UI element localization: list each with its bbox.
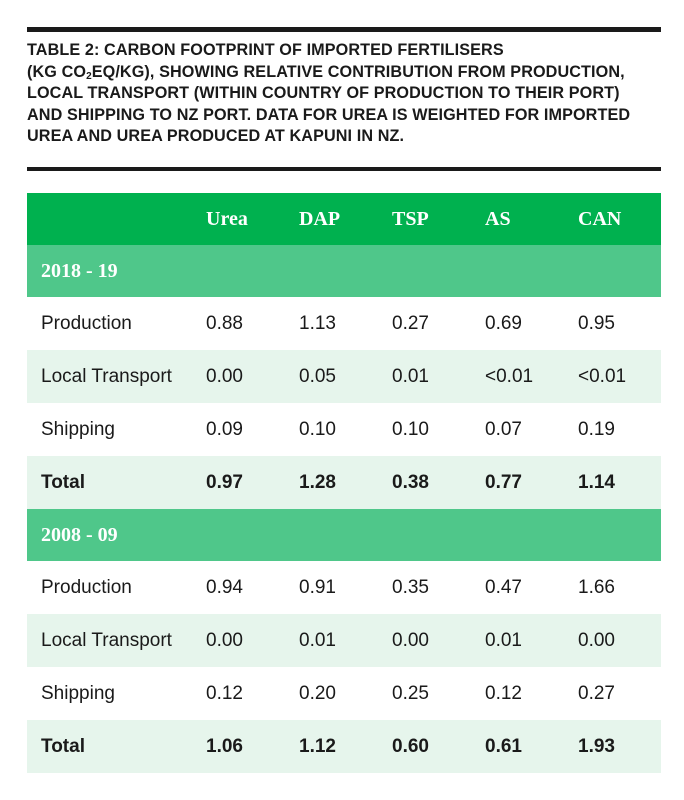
table-cell: 0.38 (392, 471, 429, 493)
table-header-row: Urea DAP TSP AS CAN (27, 193, 661, 245)
table-cell: 0.10 (392, 418, 429, 440)
section-row-2018-19: 2018 - 19 (27, 245, 661, 297)
section-title: 2008 - 09 (41, 523, 118, 546)
total-row: Total 0.97 1.28 0.38 0.77 1.14 (27, 456, 661, 509)
table-cell: 0.69 (485, 312, 522, 334)
table-row: Shipping 0.09 0.10 0.10 0.07 0.19 (27, 403, 661, 456)
table-cell: 1.93 (578, 735, 615, 757)
table-cell: 1.13 (299, 312, 336, 334)
table-cell: 0.01 (485, 629, 522, 651)
caption-line-1: TABLE 2: CARBON FOOTPRINT OF IMPORTED FE… (27, 41, 504, 59)
caption-line-2-pre: (KG CO (27, 62, 87, 81)
table-cell: <0.01 (485, 365, 534, 387)
table-cell: 0.60 (392, 735, 429, 757)
table-cell: 0.00 (392, 629, 429, 651)
table-cell: 0.20 (299, 682, 336, 704)
table-caption: TABLE 2: CARBON FOOTPRINT OF IMPORTED FE… (27, 40, 661, 148)
table-cell: 0.10 (299, 418, 336, 440)
table-cell: 0.77 (485, 471, 522, 493)
table-cell: 0.00 (206, 629, 243, 651)
table-cell: 0.91 (299, 576, 336, 598)
table-cell: 0.00 (578, 629, 615, 651)
caption-line-5: UREA AND UREA PRODUCED AT KAPUNI IN NZ. (27, 127, 405, 145)
section-row-2008-09: 2008 - 09 (27, 509, 661, 561)
row-label: Total (41, 471, 85, 493)
caption-line-2: (KG CO2EQ/KG), SHOWING RELATIVE CONTRIBU… (27, 62, 661, 84)
table-cell: 0.88 (206, 312, 243, 334)
table-cell: 0.01 (392, 365, 429, 387)
column-header-tsp: TSP (392, 207, 429, 230)
column-header-as: AS (485, 207, 511, 230)
column-header-urea: Urea (206, 207, 248, 230)
table-row: Local Transport 0.00 0.05 0.01 <0.01 <0.… (27, 350, 661, 403)
row-label: Production (41, 576, 132, 598)
fertiliser-table: Urea DAP TSP AS CAN 2018 - 19 Production… (27, 193, 661, 773)
table-cell: 0.27 (392, 312, 429, 334)
table-cell: 0.95 (578, 312, 615, 334)
column-header-can: CAN (578, 207, 622, 230)
table-row: Production 0.88 1.13 0.27 0.69 0.95 (27, 297, 661, 350)
table-cell: 0.35 (392, 576, 429, 598)
row-label: Local Transport (41, 365, 172, 387)
top-rule (27, 27, 661, 32)
row-label: Shipping (41, 418, 115, 440)
table-cell: 0.25 (392, 682, 429, 704)
table-cell: 0.19 (578, 418, 615, 440)
table-cell: <0.01 (578, 365, 627, 387)
table-cell: 0.27 (578, 682, 615, 704)
row-label: Total (41, 735, 85, 757)
table-cell: 0.61 (485, 735, 522, 757)
row-label: Shipping (41, 682, 115, 704)
column-header-dap: DAP (299, 207, 341, 230)
caption-line-3: LOCAL TRANSPORT (WITHIN COUNTRY OF PRODU… (27, 84, 620, 102)
table-cell: 0.12 (206, 682, 243, 704)
table-row: Shipping 0.12 0.20 0.25 0.12 0.27 (27, 667, 661, 720)
table-cell: 1.06 (206, 735, 243, 757)
table-row: Production 0.94 0.91 0.35 0.47 1.66 (27, 561, 661, 614)
caption-line-2-post: EQ/KG), SHOWING RELATIVE CONTRIBUTION FR… (91, 62, 625, 81)
table-cell: 1.66 (578, 576, 615, 598)
caption-line-4: AND SHIPPING TO NZ PORT. DATA FOR UREA I… (27, 105, 631, 124)
table-cell: 1.12 (299, 735, 336, 757)
table-cell: 0.07 (485, 418, 522, 440)
bottom-rule (27, 167, 661, 171)
table-cell: 0.94 (206, 576, 243, 598)
table-cell: 0.12 (485, 682, 522, 704)
table-cell: 0.97 (206, 471, 243, 493)
table-cell: 0.01 (299, 629, 336, 651)
table-cell: 1.28 (299, 471, 336, 493)
table-cell: 0.47 (485, 576, 522, 598)
row-label: Production (41, 312, 132, 334)
table-cell: 0.00 (206, 365, 243, 387)
total-row: Total 1.06 1.12 0.60 0.61 1.93 (27, 720, 661, 773)
row-label: Local Transport (41, 629, 172, 651)
table-cell: 1.14 (578, 471, 615, 493)
caption-subscript: 2 (86, 70, 92, 82)
table-row: Local Transport 0.00 0.01 0.00 0.01 0.00 (27, 614, 661, 667)
table-cell: 0.09 (206, 418, 243, 440)
table-cell: 0.05 (299, 365, 336, 387)
section-title: 2018 - 19 (41, 259, 118, 282)
